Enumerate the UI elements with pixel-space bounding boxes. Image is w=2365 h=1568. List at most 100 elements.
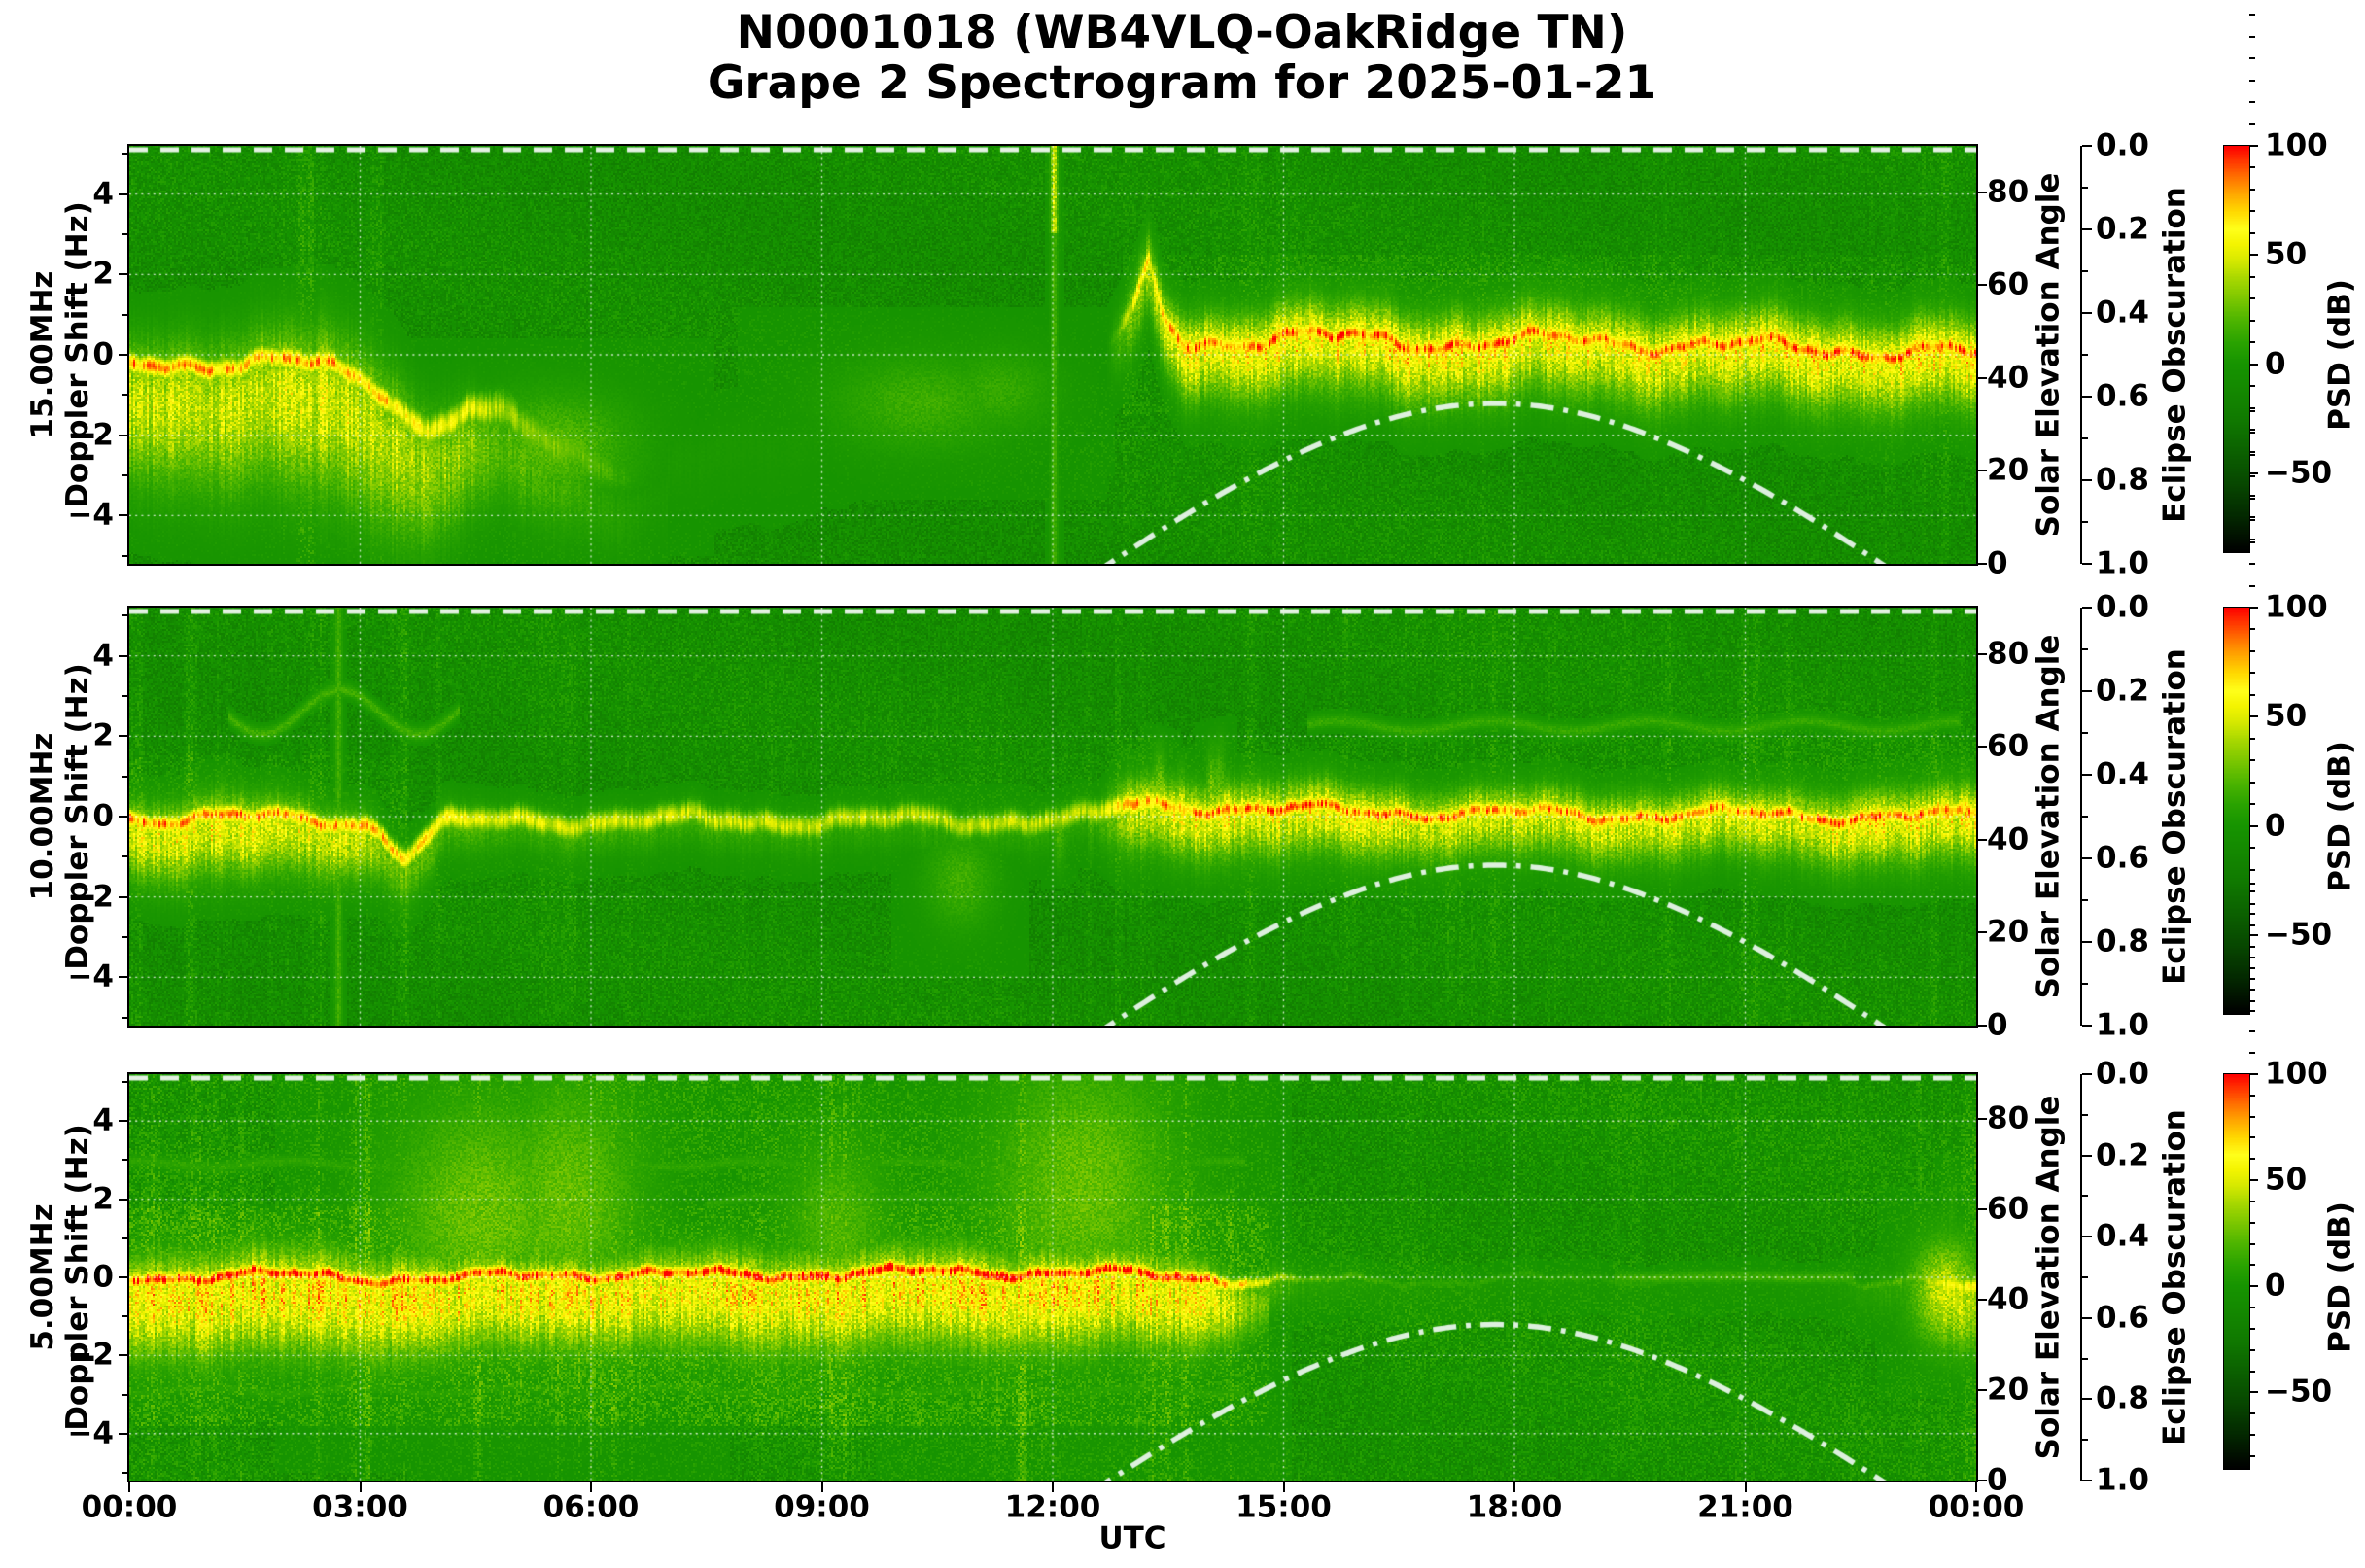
colorbar-minor-tick bbox=[2249, 497, 2255, 500]
doppler-tick-label: 2 bbox=[92, 256, 114, 292]
panel-overlay-5.00MHz bbox=[129, 1074, 1976, 1481]
solar-tick bbox=[1978, 746, 1987, 749]
eclipse-tick-label: 0.0 bbox=[2096, 127, 2149, 163]
time-tick bbox=[1975, 1482, 1977, 1492]
solar-tick-label: 40 bbox=[1987, 360, 2030, 396]
colorbar-minor-tick bbox=[2249, 122, 2255, 125]
eclipse-tick-label: 0.8 bbox=[2096, 923, 2149, 959]
eclipse-tick bbox=[2082, 941, 2092, 943]
doppler-minor-tick bbox=[122, 855, 127, 858]
solar-tick-label: 80 bbox=[1987, 1100, 2030, 1136]
eclipse-tick-label: 0.8 bbox=[2096, 1380, 2149, 1416]
doppler-tick bbox=[119, 434, 127, 436]
time-tick bbox=[1744, 1482, 1747, 1492]
eclipse-minor-tick bbox=[2082, 983, 2088, 985]
colorbar-minor-tick bbox=[2249, 737, 2255, 740]
eclipse-tick bbox=[2082, 145, 2092, 147]
colorbar-minor-tick bbox=[2249, 1158, 2255, 1161]
colorbar-minor-tick bbox=[2249, 693, 2255, 696]
solar-tick-label: 20 bbox=[1987, 452, 2030, 488]
solar-tick bbox=[1978, 838, 1987, 841]
doppler-shift-label: Doppler Shift (Hz) bbox=[60, 1124, 95, 1431]
colorbar-minor-tick bbox=[2249, 538, 2255, 540]
colorbar-minor-tick bbox=[2249, 319, 2255, 322]
eclipse-minor-tick bbox=[2082, 816, 2088, 818]
colorbar-minor-tick bbox=[2249, 978, 2255, 981]
doppler-tick bbox=[119, 514, 127, 517]
colorbar-minor-tick bbox=[2249, 1264, 2255, 1267]
eclipse-tick bbox=[2082, 774, 2092, 776]
eclipse-minor-tick bbox=[2082, 1357, 2088, 1360]
doppler-axis-label: 5.00MHz Doppler Shift (Hz) bbox=[25, 1124, 95, 1431]
solar-tick bbox=[1978, 1389, 1987, 1392]
doppler-minor-tick bbox=[122, 1315, 127, 1318]
panel-frequency-label: 10.00MHz bbox=[25, 732, 60, 901]
doppler-tick-label: −2 bbox=[67, 1337, 114, 1373]
colorbar-tick-label: 50 bbox=[2265, 236, 2308, 272]
solar-tick-label: 20 bbox=[1987, 914, 2030, 950]
eclipse-tick-label: 0.2 bbox=[2096, 211, 2149, 247]
colorbar-minor-tick bbox=[2249, 946, 2255, 949]
doppler-tick-label: −4 bbox=[67, 958, 114, 994]
eclipse-minor-tick bbox=[2082, 1276, 2088, 1278]
colorbar-minor-tick bbox=[2249, 450, 2255, 453]
colorbar-minor-tick bbox=[2249, 1136, 2255, 1139]
colorbar-tick-label: 0 bbox=[2265, 808, 2286, 844]
doppler-minor-tick bbox=[122, 1159, 127, 1162]
doppler-tick-label: 2 bbox=[92, 1181, 114, 1217]
doppler-tick bbox=[119, 192, 127, 195]
colorbar-minor-tick bbox=[2249, 1370, 2255, 1373]
colorbar-minor-tick bbox=[2249, 231, 2255, 234]
eclipse-tick bbox=[2082, 690, 2092, 692]
doppler-tick bbox=[119, 354, 127, 356]
solar-tick-label: 60 bbox=[1987, 1191, 2030, 1227]
colorbar-tick bbox=[2249, 1391, 2258, 1394]
eclipse-axis-title: Eclipse Obscuration bbox=[2157, 1109, 2193, 1446]
colorbar-tick bbox=[2249, 715, 2258, 718]
colorbar-minor-tick bbox=[2249, 1030, 2255, 1033]
eclipse-tick bbox=[2082, 857, 2092, 859]
eclipse-axis-spine bbox=[2080, 146, 2082, 564]
doppler-minor-tick bbox=[122, 936, 127, 939]
eclipse-axis-title: Eclipse Obscuration bbox=[2157, 187, 2193, 523]
colorbar-minor-tick bbox=[2249, 516, 2255, 519]
colorbar-minor-tick bbox=[2249, 912, 2255, 915]
doppler-tick bbox=[119, 1432, 127, 1435]
colorbar-minor-tick bbox=[2249, 1348, 2255, 1351]
eclipse-tick bbox=[2082, 1025, 2092, 1027]
doppler-tick bbox=[119, 273, 127, 276]
colorbar-tick-label: −50 bbox=[2265, 917, 2333, 953]
doppler-tick-label: 4 bbox=[92, 638, 114, 674]
doppler-shift-label: Doppler Shift (Hz) bbox=[60, 201, 95, 508]
colorbar-tick bbox=[2249, 363, 2258, 366]
doppler-tick bbox=[119, 735, 127, 738]
colorbar-minor-tick bbox=[2249, 1454, 2255, 1457]
eclipse-minor-tick bbox=[2082, 648, 2088, 650]
doppler-tick bbox=[119, 895, 127, 898]
solar-tick-label: 0 bbox=[1987, 1462, 2008, 1498]
eclipse-minor-tick bbox=[2082, 270, 2088, 272]
solar-tick-label: 60 bbox=[1987, 728, 2030, 764]
colorbar-minor-tick bbox=[2249, 966, 2255, 969]
time-tick-label: 12:00 bbox=[1004, 1489, 1101, 1525]
doppler-tick bbox=[119, 1198, 127, 1201]
colorbar-minor-tick bbox=[2249, 628, 2255, 631]
eclipse-tick bbox=[2082, 396, 2092, 398]
colorbar-tick bbox=[2249, 1179, 2258, 1182]
eclipse-tick-label: 0.0 bbox=[2096, 1056, 2149, 1092]
colorbar-tick-label: 50 bbox=[2265, 698, 2308, 734]
solar-tick-label: 80 bbox=[1987, 636, 2030, 672]
colorbar-tick bbox=[2249, 824, 2258, 827]
time-tick bbox=[1052, 1482, 1054, 1492]
eclipse-minor-tick bbox=[2082, 732, 2088, 734]
colorbar-minor-tick bbox=[2249, 210, 2255, 213]
colorbar-minor-tick bbox=[2249, 275, 2255, 278]
eclipse-minor-tick bbox=[2082, 1113, 2088, 1116]
doppler-tick-label: −2 bbox=[67, 417, 114, 453]
solar-tick bbox=[1978, 1480, 1987, 1481]
colorbar-minor-tick bbox=[2249, 297, 2255, 300]
colorbar-minor-tick bbox=[2249, 868, 2255, 871]
doppler-minor-tick bbox=[122, 1016, 127, 1019]
colorbar-minor-tick bbox=[2249, 14, 2255, 17]
doppler-minor-tick bbox=[122, 1471, 127, 1474]
